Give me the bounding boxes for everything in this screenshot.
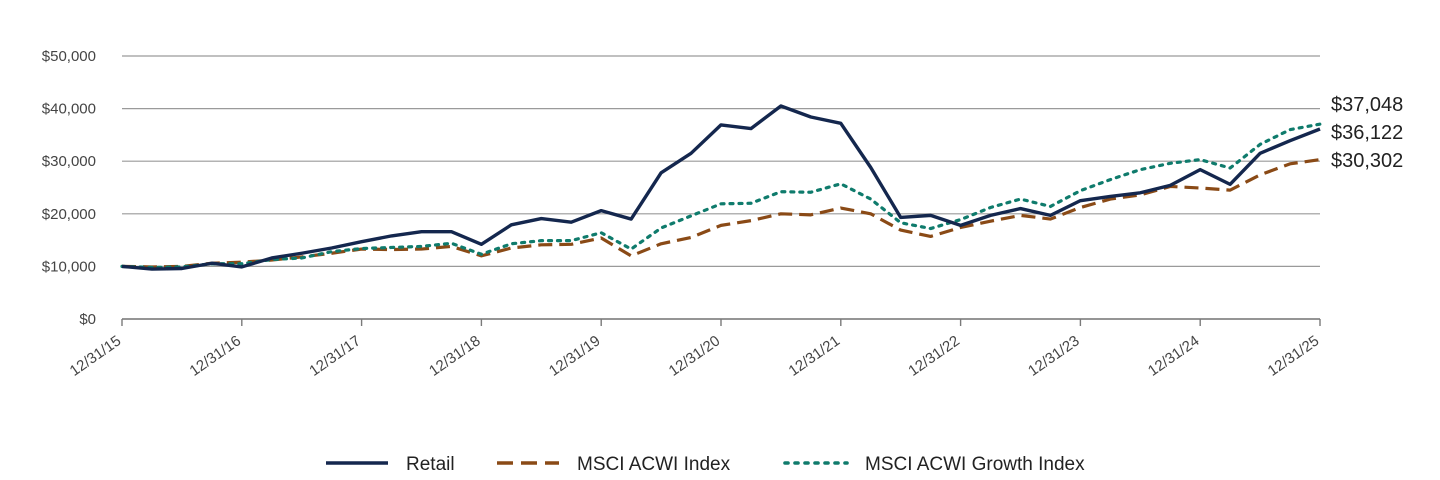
- end-label-msci-acwi-growth-index: $37,048: [1331, 94, 1403, 116]
- legend: Retail MSCI ACWI Index MSCI ACWI Growth In…: [326, 454, 1085, 475]
- x-tick-label: 12/31/24: [1145, 332, 1203, 379]
- legend-label-msci-acwi-index: MSCI ACWI Index: [577, 454, 731, 475]
- y-tick-label: $20,000: [42, 206, 96, 223]
- gridlines: [122, 55, 1320, 320]
- x-tick-label: 12/31/25: [1265, 332, 1323, 379]
- y-tick-label: $40,000: [42, 101, 96, 118]
- x-axis-tick-labels: 12/31/15 12/31/16 12/31/17 12/31/18 12/31/19…: [67, 332, 1323, 379]
- x-tick-label: 12/31/18: [426, 332, 484, 379]
- y-tick-label: $10,000: [42, 258, 96, 275]
- series-line-msci-acwi-growth-index: [120, 122, 1322, 270]
- y-axis-tick-labels: $0 $10,000 $20,000 $30,000 $40,000 $50,000: [42, 48, 96, 328]
- end-label-retail: $36,122: [1331, 122, 1403, 144]
- series-lines: [120, 104, 1322, 271]
- x-tick-label: 12/31/17: [306, 332, 364, 379]
- series-line-retail: [121, 104, 1321, 271]
- x-tick-label: 12/31/15: [67, 332, 125, 379]
- legend-label-retail: Retail: [406, 454, 455, 475]
- x-tick-label: 12/31/19: [546, 332, 604, 379]
- x-axis: [121, 318, 1321, 326]
- y-tick-label: $0: [79, 311, 96, 328]
- legend-label-msci-acwi-growth-index: MSCI ACWI Growth Index: [865, 454, 1085, 475]
- x-tick-label: 12/31/20: [666, 332, 724, 379]
- x-tick-label: 12/31/22: [905, 332, 963, 379]
- x-tick-label: 12/31/16: [187, 332, 245, 379]
- end-value-labels: $37,048 $36,122 $30,302: [1331, 94, 1403, 172]
- x-tick-label: 12/31/23: [1025, 332, 1083, 379]
- x-tick-label: 12/31/21: [786, 332, 844, 379]
- y-tick-label: $30,000: [42, 153, 96, 170]
- end-label-msci-acwi-index: $30,302: [1331, 150, 1403, 172]
- y-tick-label: $50,000: [42, 48, 96, 65]
